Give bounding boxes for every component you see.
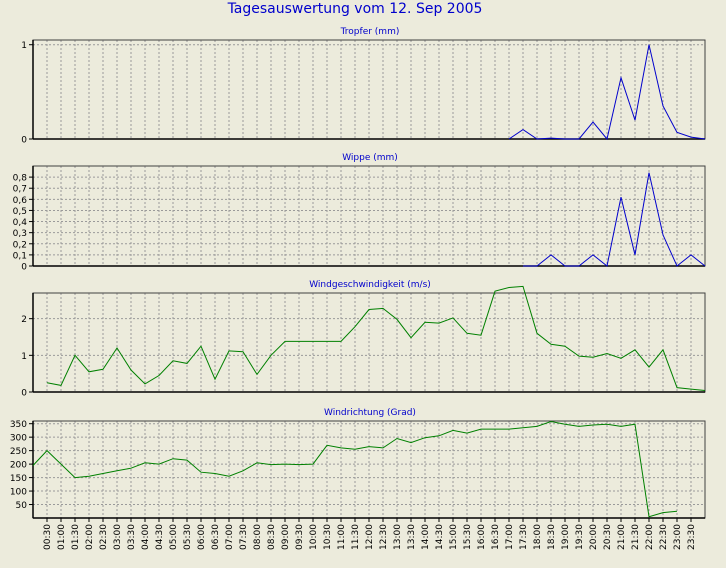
x-tick-label: 21:30 [631, 524, 641, 550]
x-tick-label: 16:00 [477, 524, 487, 550]
chart-panel-3: 0 1 2 Windgeschwindigkeit (m/s) [21, 280, 706, 399]
y-tick-label: 0,7 [13, 185, 27, 195]
y-tick-label: 0,1 [13, 251, 27, 261]
x-tick-label: 08:30 [267, 524, 277, 550]
series-line [508, 44, 706, 141]
x-tick-label: 03:30 [127, 524, 137, 550]
y-tick-label: 1 [21, 41, 27, 51]
x-tick-label: 18:00 [533, 524, 543, 550]
chart-title: Windgeschwindigkeit (m/s) [309, 280, 431, 290]
x-tick-label: 01:00 [57, 524, 67, 550]
x-tick-label: 23:00 [673, 524, 683, 550]
y-tick-label: 0,5 [13, 207, 27, 217]
x-axis-labels: 00:30 01:00 01:30 02:00 02:30 03:00 03:30 04:00… [43, 518, 697, 550]
chart-panel-4: 50 100 150 200 250 300 350 Windrichtung (Grad) [10, 408, 706, 519]
x-tick-label: 04:00 [141, 524, 151, 550]
page-title: Tagesauswertung vom 12. Sep 2005 [227, 1, 483, 17]
y-tick-label: 2 [21, 315, 27, 325]
chart-title: Windrichtung (Grad) [324, 408, 416, 418]
series-line [46, 285, 706, 391]
x-tick-label: 06:00 [197, 524, 207, 550]
x-tick-label: 12:30 [379, 524, 389, 550]
x-tick-label: 14:30 [435, 524, 445, 550]
x-tick-label: 06:30 [211, 524, 221, 550]
x-tick-label: 20:00 [589, 524, 599, 550]
y-tick-label: 0,3 [13, 229, 27, 239]
x-tick-label: 03:00 [113, 524, 123, 550]
x-tick-label: 09:00 [281, 524, 291, 550]
y-tick-label: 250 [10, 447, 27, 457]
chart-title: Tropfer (mm) [340, 27, 400, 37]
y-tick-label: 350 [10, 420, 27, 430]
y-tick-label: 150 [10, 474, 27, 484]
x-tick-label: 13:30 [407, 524, 417, 550]
x-tick-label: 18:30 [547, 524, 557, 550]
y-tick-label: 0 [21, 389, 27, 399]
x-tick-label: 10:30 [323, 524, 333, 550]
chart-title: Wippe (mm) [342, 153, 398, 163]
x-tick-label: 11:00 [337, 524, 347, 550]
x-tick-label: 10:00 [309, 524, 319, 550]
x-tick-label: 00:30 [43, 524, 53, 550]
x-tick-label: 20:30 [603, 524, 613, 550]
x-tick-label: 12:00 [365, 524, 375, 550]
y-tick-label: 0,4 [13, 218, 28, 228]
y-tick-label: 100 [10, 488, 27, 498]
x-tick-label: 07:00 [225, 524, 235, 550]
x-tick-label: 16:30 [491, 524, 501, 550]
x-tick-label: 05:30 [183, 524, 193, 550]
x-tick-label: 05:00 [169, 524, 179, 550]
x-tick-label: 21:00 [617, 524, 627, 550]
x-tick-label: 04:30 [155, 524, 165, 550]
x-tick-label: 09:30 [295, 524, 305, 550]
x-tick-label: 22:30 [659, 524, 669, 550]
x-tick-label: 17:00 [505, 524, 515, 550]
chart-panel-2: 0 0,10,20,30,40,50,60,70,8 Wippe (mm) [13, 153, 706, 273]
chart-panel-1: 0 1 Tropfer (mm) [21, 27, 706, 146]
x-tick-label: 22:00 [645, 524, 655, 550]
x-tick-label: 15:00 [449, 524, 459, 550]
y-tick-label: 0,6 [13, 196, 28, 206]
y-tick-label: 0 [21, 136, 27, 146]
x-tick-label: 15:30 [463, 524, 473, 550]
x-tick-label: 23:30 [687, 524, 697, 550]
x-tick-label: 11:30 [351, 524, 361, 550]
y-tick-label: 200 [10, 461, 27, 471]
x-tick-label: 02:30 [99, 524, 109, 550]
series-line [523, 172, 706, 267]
x-tick-label: 08:00 [253, 524, 263, 550]
y-tick-label: 300 [10, 434, 27, 444]
x-tick-label: 17:30 [519, 524, 529, 550]
x-tick-label: 14:00 [421, 524, 431, 550]
y-tick-label: 0 [21, 263, 27, 273]
x-tick-label: 13:00 [393, 524, 403, 550]
x-tick-label: 19:30 [575, 524, 585, 550]
x-tick-label: 01:30 [71, 524, 81, 550]
x-tick-label: 19:00 [561, 524, 571, 550]
y-tick-label: 1 [21, 352, 27, 362]
y-tick-label: 0,2 [13, 240, 27, 250]
y-tick-label: 50 [16, 501, 28, 511]
x-tick-label: 07:30 [239, 524, 249, 550]
series-line [32, 420, 678, 518]
x-tick-label: 02:00 [85, 524, 95, 550]
y-tick-label: 0,8 [13, 174, 28, 184]
